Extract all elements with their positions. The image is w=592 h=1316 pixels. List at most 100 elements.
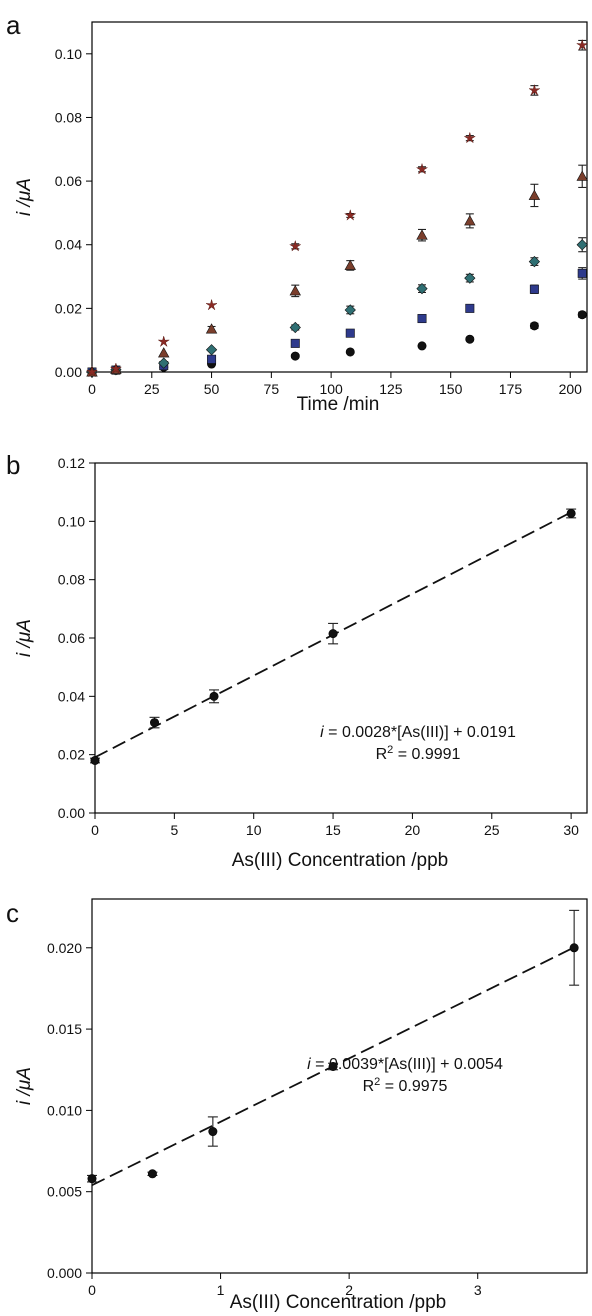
data-point [150, 718, 160, 728]
data-point [207, 354, 217, 364]
y-tick-label: 0.06 [55, 173, 82, 189]
panel-c-plot-frame [91, 898, 588, 1274]
data-point [85, 365, 99, 378]
data-point [147, 1169, 157, 1179]
x-tick-label: 0 [91, 822, 99, 838]
data-point [328, 1061, 338, 1071]
panel-b-y-ticks: 0.00 0.02 0.04 0.06 0.08 0.10 0.12 [58, 455, 95, 821]
x-tick-label: 1 [217, 1282, 225, 1298]
panel-a: a 0 25 50 75 100 125 150 175 200 0.000.020.040.0… [6, 10, 589, 415]
x-tick-label: 5 [170, 822, 178, 838]
panel-b-plot-frame [94, 462, 588, 814]
data-point [569, 943, 579, 953]
panel-c-fit-equation: i = 0.0039*[As(III)] + 0.0054 [307, 1056, 503, 1073]
panel-c-r-squared-value: = 0.9975 [380, 1078, 447, 1095]
panel-c-y-ticks: 0.000 0.005 0.010 0.015 0.020 [47, 940, 92, 1281]
data-point [577, 310, 587, 320]
y-tick-label: 0.015 [47, 1021, 82, 1037]
data-point [528, 189, 541, 200]
data-point [344, 304, 356, 316]
y-tick-label: 0.010 [47, 1102, 82, 1118]
data-point [344, 259, 356, 270]
x-tick-label: 200 [559, 381, 583, 397]
data-point [417, 341, 427, 351]
x-tick-label: 25 [144, 381, 160, 397]
y-tick-label: 0.12 [58, 455, 85, 471]
data-point [290, 351, 300, 361]
data-point [157, 335, 171, 348]
data-point [577, 268, 587, 278]
panel-a-x-ticks: 0 25 50 75 100 125 150 175 200 [88, 372, 582, 397]
x-tick-label: 20 [405, 822, 421, 838]
x-tick-label: 10 [246, 822, 262, 838]
data-point [576, 239, 588, 251]
y-tick-label: 0.04 [58, 688, 85, 704]
data-point [288, 239, 302, 252]
data-point [463, 131, 477, 144]
x-tick-label: 0 [88, 1282, 96, 1298]
data-point [529, 321, 539, 331]
panel-c-letter: c [6, 898, 19, 928]
data-point [566, 508, 576, 518]
data-point [415, 162, 429, 175]
panel-c-r-squared-label: R [363, 1078, 375, 1095]
panel-b-y-axis-label: i /μA [14, 619, 35, 657]
y-tick-label: 0.02 [58, 747, 85, 763]
y-tick-label: 0.00 [55, 364, 82, 380]
data-point [208, 1127, 218, 1137]
data-point [205, 323, 218, 334]
data-point [529, 284, 539, 294]
panel-c-marks [87, 909, 580, 1186]
data-point [209, 691, 219, 701]
panel-b-r-squared-value: = 0.9991 [393, 746, 460, 763]
y-tick-label: 0.005 [47, 1184, 82, 1200]
y-tick-label: 0.020 [47, 940, 82, 956]
y-tick-label: 0.000 [47, 1265, 82, 1281]
data-point [158, 347, 170, 358]
data-point [465, 334, 475, 344]
panel-a-letter: a [6, 10, 21, 40]
data-point [345, 347, 355, 357]
x-tick-label: 125 [379, 381, 403, 397]
panel-a-marks [85, 38, 589, 378]
data-point [575, 38, 589, 51]
y-tick-label: 0.00 [58, 805, 85, 821]
panel-c-r-squared-sup: 2 [374, 1076, 380, 1088]
data-point [289, 285, 301, 296]
data-point [345, 328, 355, 338]
data-point [328, 629, 338, 639]
x-tick-label: 75 [264, 381, 280, 397]
data-point [205, 344, 218, 356]
data-point [464, 215, 476, 226]
y-tick-label: 0.10 [55, 46, 82, 62]
y-tick-label: 0.02 [55, 300, 82, 316]
x-tick-label: 15 [325, 822, 341, 838]
x-tick-label: 100 [319, 381, 343, 397]
x-tick-label: 30 [563, 822, 579, 838]
x-tick-label: 3 [474, 1282, 482, 1298]
y-tick-label: 0.04 [55, 237, 82, 253]
data-point [290, 338, 300, 348]
panel-b-letter: b [6, 450, 20, 480]
data-point [528, 255, 541, 268]
data-point [205, 298, 218, 311]
y-tick-label: 0.06 [58, 630, 85, 646]
data-point [109, 362, 123, 375]
panel-b-fit-equation: i = 0.0028*[As(III)] + 0.0191 [320, 724, 516, 741]
data-point [528, 83, 541, 96]
panel-b-r-squared: R2 = 0.9991 [376, 744, 461, 763]
panel-c-x-ticks: 0 1 2 3 [88, 1273, 482, 1298]
data-point [158, 357, 170, 369]
x-tick-label: 2 [345, 1282, 353, 1298]
panel-c-fit-equation-text: = 0.0039*[As(III)] + 0.0054 [311, 1056, 503, 1073]
data-point [87, 1174, 97, 1184]
x-tick-label: 25 [484, 822, 500, 838]
panel-c-r-squared: R2 = 0.9975 [363, 1076, 448, 1095]
data-point [464, 272, 476, 284]
panel-a-plot-frame [91, 21, 588, 373]
panel-b-x-ticks: 0 5 10 15 20 25 30 [91, 813, 579, 838]
panel-c-x-axis-label: As(III) Concentration /ppb [230, 1292, 447, 1313]
panel-c: c 0 1 2 3 0.000 0.005 0.010 0.015 0.020 As(III)… [6, 898, 588, 1313]
x-tick-label: 50 [204, 381, 220, 397]
